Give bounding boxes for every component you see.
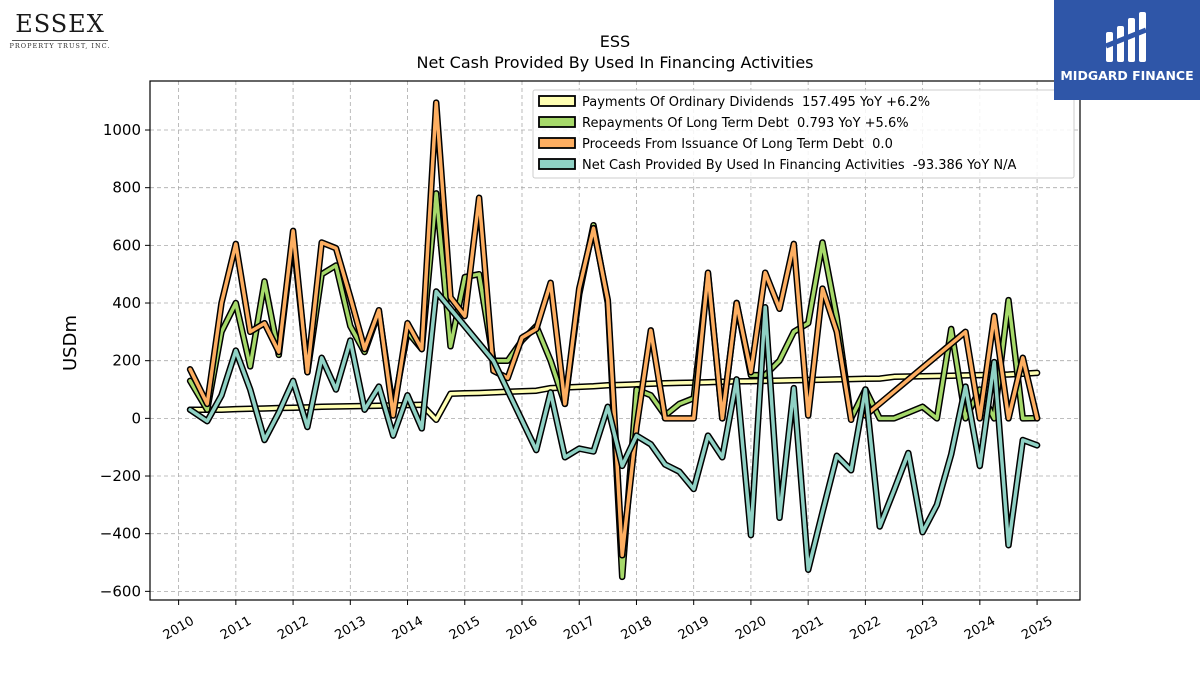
x-tick-label: 2014 (390, 614, 426, 644)
plot-frame (149, 80, 1081, 601)
y-tick-label: 400 (112, 294, 141, 312)
legend-swatch (538, 116, 576, 128)
series-net_financing (186, 288, 1041, 573)
x-tick-label: 2012 (275, 614, 311, 644)
y-tick-label: 1000 (103, 121, 141, 139)
series-debt_issuance (186, 99, 1041, 559)
x-tick-label: 2025 (1019, 614, 1055, 644)
legend-swatch (538, 137, 576, 149)
x-tick-label: 2023 (905, 614, 941, 644)
series-group (186, 99, 1041, 581)
x-tick-label: 2022 (848, 614, 884, 644)
series-line (188, 100, 853, 558)
y-axis-label: USDm (60, 315, 81, 371)
x-tick-label: 2017 (561, 614, 597, 644)
legend-box (532, 89, 1075, 179)
x-tick-label: 2024 (962, 614, 998, 644)
y-tick-label: −600 (100, 582, 141, 600)
essex-logo-wordmark: ESSEX (15, 10, 105, 38)
y-tick-label: 800 (112, 179, 141, 197)
x-tick-label: 2013 (332, 614, 368, 644)
legend-label: Net Cash Provided By Used In Financing A… (582, 158, 1017, 173)
legend-label: Repayments Of Long Term Debt 0.793 YoY +… (582, 116, 909, 131)
y-tick-label: −200 (100, 467, 141, 485)
x-tick-label: 2015 (447, 614, 483, 644)
y-tick-label: 0 (131, 409, 141, 427)
x-tick-label: 2016 (504, 614, 540, 644)
chart-title: ESS (600, 32, 630, 51)
x-tick-label: 2021 (790, 614, 826, 644)
essex-logo-rule (12, 40, 108, 41)
series-line (188, 289, 1039, 572)
x-tick-label: 2019 (676, 614, 712, 644)
series-line (863, 314, 1039, 421)
y-tick-label: 200 (112, 352, 141, 370)
midgard-finance-logo: MIDGARD FINANCE (1054, 0, 1200, 100)
midgard-logo-text: MIDGARD FINANCE (1060, 68, 1194, 83)
legend-label: Payments Of Ordinary Dividends 157.495 Y… (582, 95, 930, 110)
x-tick-label: 2018 (619, 614, 655, 644)
legend-swatch (538, 158, 576, 170)
midgard-logo-icon (1105, 12, 1147, 62)
legend-swatch (538, 95, 576, 107)
chart-subtitle: Net Cash Provided By Used In Financing A… (416, 53, 813, 72)
essex-logo: ESSEX PROPERTY TRUST, INC. (8, 10, 112, 50)
essex-logo-tagline: PROPERTY TRUST, INC. (9, 42, 111, 50)
legend-label: Proceeds From Issuance Of Long Term Debt… (582, 137, 893, 152)
axis-ticks: 2010 2011 2012 2013 2014 2015 2016 2017 2018 2019… (100, 121, 1056, 643)
y-tick-label: −400 (100, 525, 141, 543)
y-tick-label: 600 (112, 236, 141, 254)
x-tick-label: 2010 (161, 614, 197, 644)
x-tick-label: 2020 (733, 614, 769, 644)
x-tick-label: 2011 (218, 614, 254, 644)
legend: Payments Of Ordinary Dividends 157.495 Y… (532, 89, 1075, 179)
